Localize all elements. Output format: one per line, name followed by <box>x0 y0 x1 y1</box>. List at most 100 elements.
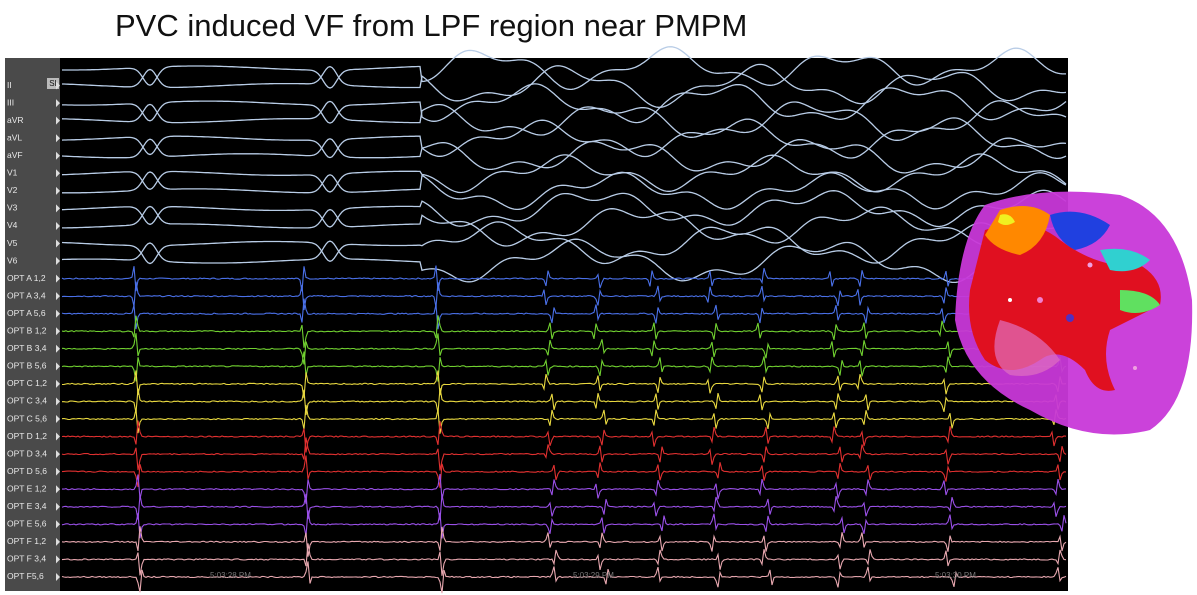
channel-label: OPT F 1,2 <box>7 536 46 546</box>
channel-label: OPT B 1,2 <box>7 326 47 336</box>
channel-label: OPT F 3,4 <box>7 554 46 564</box>
channel-marker <box>56 362 60 371</box>
channel-marker <box>56 221 60 230</box>
channel-marker <box>56 169 60 178</box>
ecg-trace <box>61 221 1067 265</box>
channel-label: OPT B 3,4 <box>7 343 47 353</box>
optrode-trace <box>61 420 1067 453</box>
ecg-trace <box>61 137 1067 174</box>
channel-marker <box>56 572 60 581</box>
channel-marker <box>56 134 60 143</box>
channel-marker <box>56 502 60 511</box>
channel-marker <box>56 379 60 388</box>
ecg-trace <box>62 46 1066 91</box>
optrode-trace <box>61 315 1067 348</box>
channel-label: OPT E 1,2 <box>7 483 47 493</box>
channel-marker <box>56 520 60 529</box>
channel-marker <box>56 467 60 476</box>
channel-label: V6 <box>7 255 18 265</box>
ecg-trace <box>61 238 1067 284</box>
time-label: 5:03:28 PM <box>210 571 251 580</box>
channel-label: OPT F5,6 <box>7 571 44 581</box>
slide-title: PVC induced VF from LPF region near PMPM <box>115 8 747 43</box>
channel-label: OPT A 5,6 <box>7 308 46 318</box>
channel-label: OPT B 5,6 <box>7 361 47 371</box>
channel-label: aVR <box>7 115 24 125</box>
channel-label: OPT C 3,4 <box>7 396 47 406</box>
channel-label: II <box>7 80 12 90</box>
channel-marker <box>56 292 60 301</box>
channel-label: aVL <box>7 132 22 142</box>
channel-label: V5 <box>7 238 18 248</box>
channel-label: OPT A 3,4 <box>7 290 46 300</box>
optrode-trace <box>61 455 1067 488</box>
channel-label: OPT E 5,6 <box>7 519 47 529</box>
channel-label: V2 <box>7 185 18 195</box>
channel-label: V4 <box>7 220 18 230</box>
activation-map <box>955 191 1193 435</box>
time-labels: 5:03:28 PM 5:03:29 PM 5:03:30 PM <box>210 571 976 580</box>
channel-label: V1 <box>7 168 18 178</box>
optrode-trace <box>61 543 1067 576</box>
channel-marker <box>56 99 60 108</box>
optrode-trace <box>61 333 1067 365</box>
optrode-trace <box>61 404 1067 434</box>
ecg-trace <box>61 117 1067 160</box>
channel-marker <box>56 186 60 195</box>
channel-marker <box>56 239 60 248</box>
channel-marker <box>56 485 60 494</box>
ecg-trace <box>61 189 1067 228</box>
time-label: 5:03:30 PM <box>935 571 976 580</box>
time-label: 5:03:29 PM <box>573 571 614 580</box>
channel-marker <box>56 257 60 266</box>
optrode-trace <box>61 493 1067 521</box>
marker-label: SI <box>49 79 57 88</box>
channel-marker <box>56 81 60 90</box>
channel-marker <box>56 344 60 353</box>
channel-label: OPT C 1,2 <box>7 378 47 388</box>
channel-marker <box>56 309 60 318</box>
channel-label: OPT D 5,6 <box>7 466 47 476</box>
optrode-trace <box>61 370 1067 399</box>
recording-panel <box>5 58 1068 591</box>
ecg-trace <box>62 63 1067 108</box>
optrode-trace <box>61 351 1067 382</box>
optrode-trace <box>62 387 1067 415</box>
optrode-trace <box>61 265 1067 292</box>
ecg-trace <box>62 205 1067 247</box>
channel-marker <box>56 204 60 213</box>
optrode-trace <box>61 437 1067 471</box>
optrode-trace <box>61 510 1067 539</box>
channel-label-column <box>5 58 60 591</box>
optrode-trace <box>61 561 1067 594</box>
channel-marker <box>56 116 60 125</box>
channel-label: III <box>7 97 14 107</box>
ecg-trace <box>61 153 1067 194</box>
traces <box>61 46 1067 594</box>
channel-marker <box>56 274 60 283</box>
ecg-trace <box>61 100 1067 141</box>
channel-marker <box>56 415 60 423</box>
channel-marker <box>56 151 60 160</box>
channel-marker <box>56 327 60 336</box>
marker-box <box>47 78 59 89</box>
channel-label: OPT E 3,4 <box>7 501 47 511</box>
channel-label: V3 <box>7 203 18 213</box>
channel-label: OPT D 3,4 <box>7 448 47 458</box>
channel-label: aVF <box>7 150 23 160</box>
ecg-trace <box>62 83 1067 124</box>
channel-marker <box>56 555 60 564</box>
ecg-trace <box>62 171 1067 211</box>
channel-marker <box>56 450 60 459</box>
optrode-trace <box>61 298 1067 330</box>
channel-label: OPT A 1,2 <box>7 273 46 283</box>
channel-label: OPT D 1,2 <box>7 431 47 441</box>
optrode-trace <box>62 474 1067 504</box>
channel-marker <box>56 432 60 441</box>
channel-marker <box>56 537 60 546</box>
channel-marker <box>56 397 60 406</box>
optrode-trace <box>61 281 1067 311</box>
